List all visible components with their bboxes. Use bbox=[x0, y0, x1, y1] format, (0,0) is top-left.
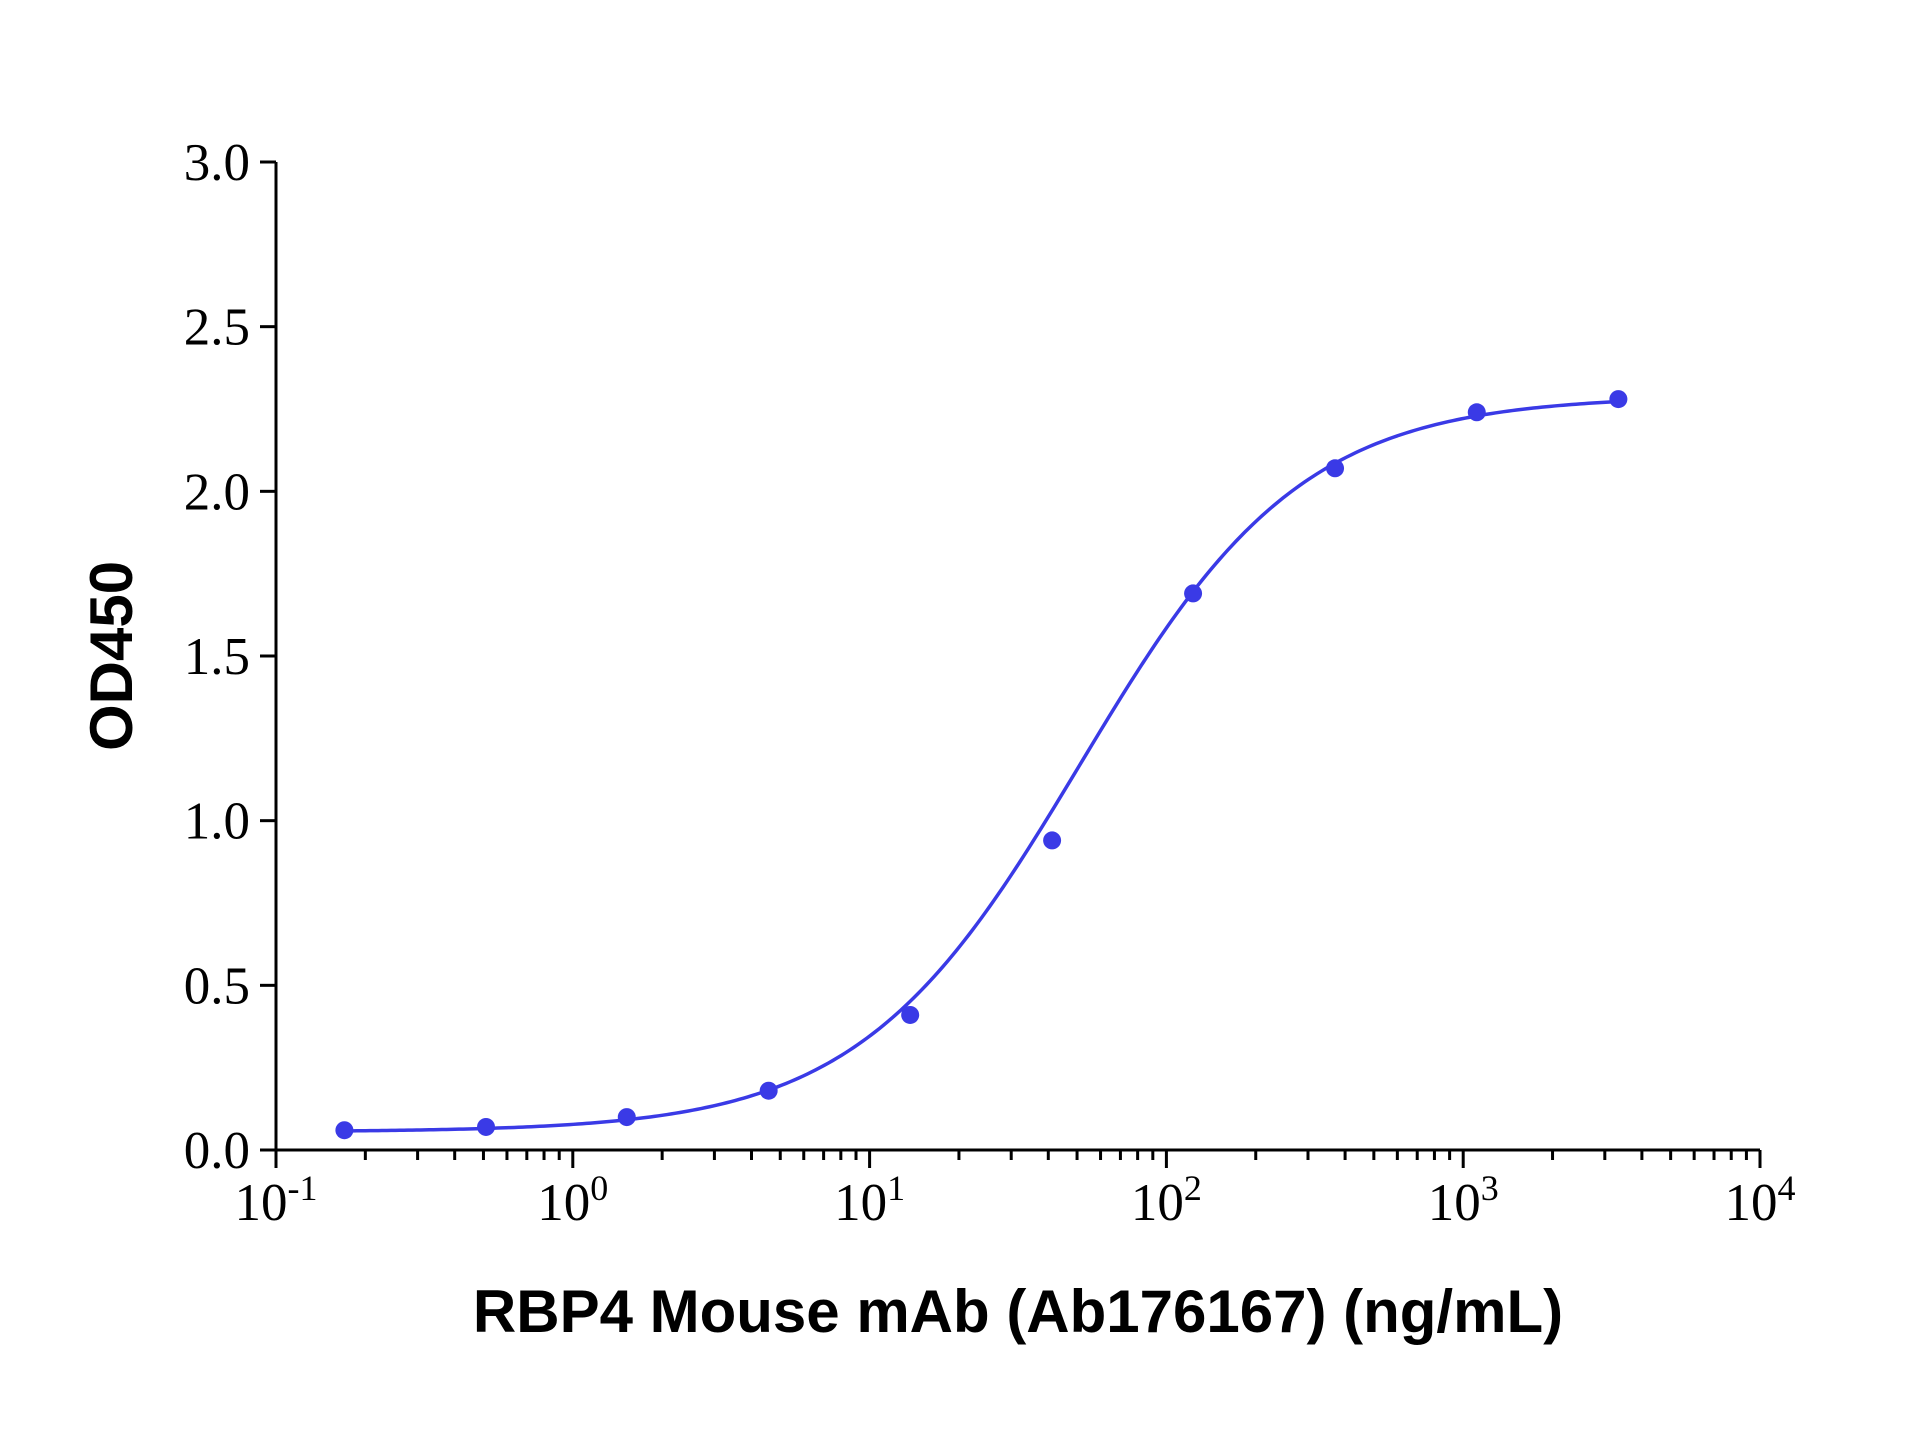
y-axis-title: OD450 bbox=[78, 561, 145, 751]
data-point bbox=[1184, 584, 1203, 603]
axes bbox=[274, 162, 1760, 1152]
x-axis-title: RBP4 Mouse mAb (Ab176167) (ng/mL) bbox=[473, 1278, 1563, 1345]
y-tick-label: 1.5 bbox=[184, 628, 250, 686]
data-point bbox=[901, 1005, 920, 1024]
tick-labels: 0.0 0.5 1.0 1.5 2.0 2.5 3.0 10-1 100 101 102 103 104 bbox=[184, 134, 1796, 1232]
y-tick-label: 0.5 bbox=[184, 957, 250, 1015]
data-point bbox=[1326, 459, 1345, 478]
fit-curve bbox=[344, 399, 1619, 1133]
y-tick-label: 2.5 bbox=[184, 299, 250, 357]
x-tick-label: 101 bbox=[834, 1168, 905, 1232]
x-tick-label: 103 bbox=[1428, 1168, 1499, 1232]
data-point bbox=[335, 1121, 354, 1140]
data-point bbox=[1609, 390, 1628, 409]
y-tick-label: 1.0 bbox=[184, 793, 250, 851]
y-tick-label: 0.0 bbox=[184, 1122, 250, 1180]
ticks bbox=[260, 160, 1762, 1168]
data-point bbox=[1043, 831, 1062, 850]
fit-curves bbox=[344, 399, 1619, 1133]
data-point bbox=[1467, 403, 1486, 422]
data-point bbox=[477, 1117, 496, 1136]
x-tick-label: 10-1 bbox=[235, 1168, 318, 1232]
x-tick-label: 104 bbox=[1725, 1168, 1796, 1232]
x-tick-label: 100 bbox=[537, 1168, 608, 1232]
y-tick-label: 2.0 bbox=[184, 463, 250, 521]
x-tick-label: 102 bbox=[1131, 1168, 1202, 1232]
data-points bbox=[335, 390, 1628, 1140]
y-tick-label: 3.0 bbox=[184, 134, 250, 192]
data-point bbox=[759, 1081, 778, 1100]
data-point bbox=[617, 1108, 636, 1127]
